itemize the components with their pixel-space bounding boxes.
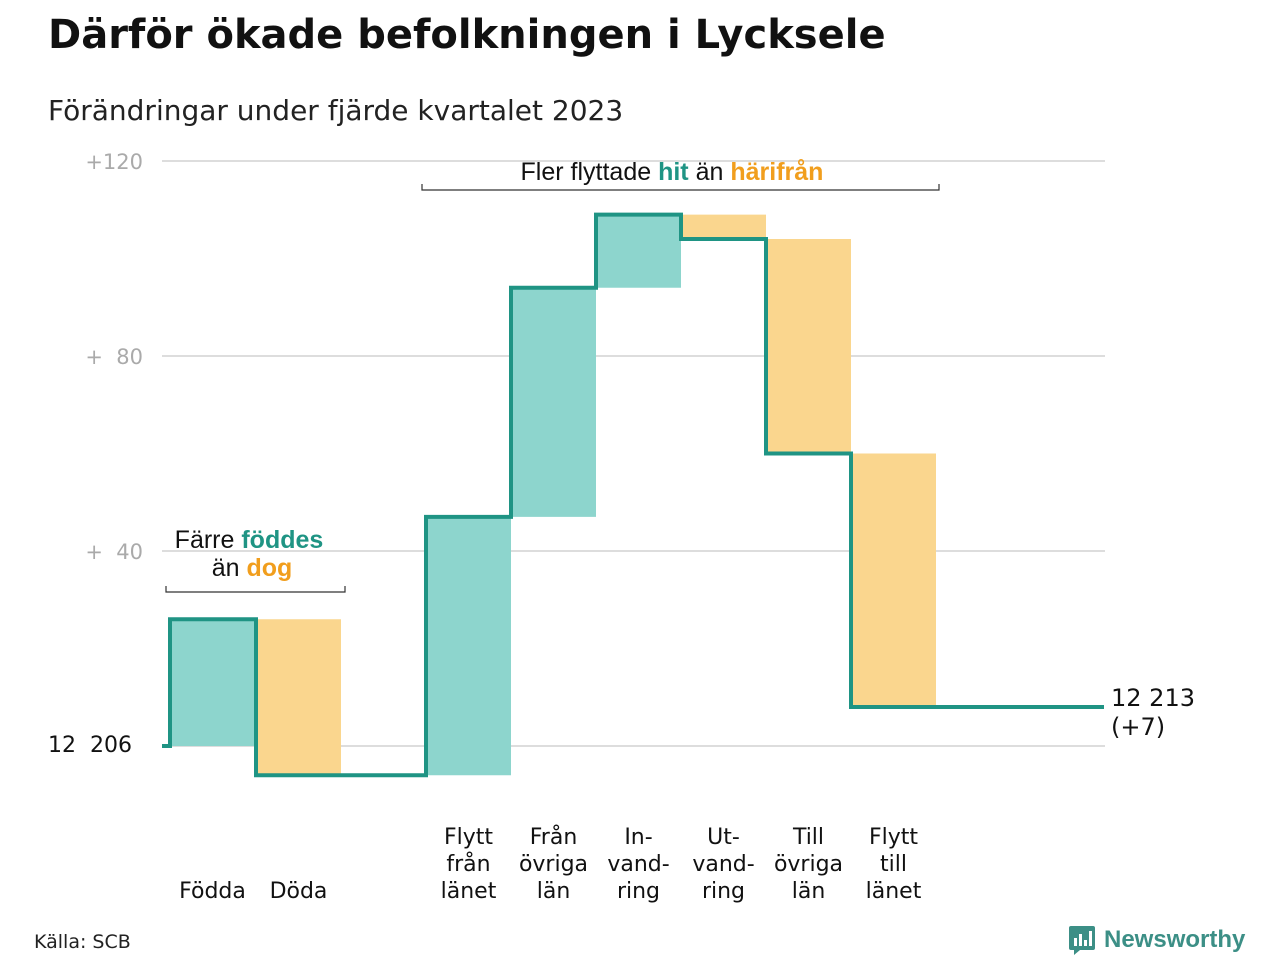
annotation-migration-bracket <box>421 184 940 191</box>
bar-7 <box>851 453 936 707</box>
y-tick-label-0: +120 <box>85 150 143 174</box>
x-axis-label-6: Till övriga län <box>774 825 843 904</box>
chart-title: Därför ökade befolkningen i Lycksele <box>48 12 886 58</box>
annotation-birth-pre: Färre <box>175 526 235 554</box>
y-axis-ticks: +120 + 80 + 40 <box>85 150 143 564</box>
annotation-migration: Fler flyttade hit än härifrån <box>421 158 940 191</box>
x-axis-label-3: Från övriga län <box>519 824 588 904</box>
annotation-migration-highlight1: hit <box>658 158 689 186</box>
brand-name: Newsworthy <box>1104 926 1246 953</box>
bar-2 <box>426 516 511 776</box>
bar-6 <box>766 239 851 454</box>
chart-subtitle: Förändringar under fjärde kvartalet 2023 <box>48 94 624 127</box>
brand-logo: Newsworthy <box>1068 924 1245 956</box>
annotation-migration-pre: Fler flyttade <box>521 158 652 186</box>
end-value-label: 12 213 <box>1111 684 1195 712</box>
bars <box>170 214 936 776</box>
svg-text:än dog: än dog <box>212 554 293 582</box>
annotation-birth-highlight1: föddes <box>241 526 323 554</box>
y-tick-label-2: + 40 <box>85 540 143 564</box>
x-axis-label-4: In-vand-ring <box>607 825 669 904</box>
annotation-birth-highlight2: dog <box>246 554 292 582</box>
x-axis-label-5: Ut-vand-ring <box>692 825 754 904</box>
bar-5 <box>681 214 766 239</box>
bar-1 <box>256 619 341 776</box>
bar-chart-icon <box>1069 926 1095 955</box>
x-axis-labels: Födda Döda Flytt från länet Från övriga län In-v… <box>179 824 922 904</box>
annotation-birth-line2: än <box>212 554 240 582</box>
annotation-birth: Färre föddes än dog <box>165 526 346 593</box>
svg-text:Fler flyttade hit: Fler flyttade hit än härifrån <box>521 158 824 186</box>
cumulative-step-line <box>162 212 1104 778</box>
annotation-migration-mid: än <box>696 158 724 186</box>
bar-0 <box>170 619 255 746</box>
bar-3 <box>511 287 596 517</box>
x-axis-label-1: Döda <box>270 879 328 904</box>
bar-4 <box>596 214 681 288</box>
annotation-birth-bracket <box>165 586 346 593</box>
x-axis-label-2: Flytt från länet <box>441 825 497 904</box>
end-change-label: (+7) <box>1111 713 1165 741</box>
y-tick-label-1: + 80 <box>85 345 143 369</box>
start-value-label: 12 206 <box>48 733 132 758</box>
x-axis-label-0: Födda <box>179 879 246 904</box>
x-axis-label-7: Flytt till länet <box>866 825 922 904</box>
svg-text:Färre föddes: Färre föddes <box>175 526 324 554</box>
annotation-migration-highlight2: härifrån <box>730 158 823 186</box>
source-note: Källa: SCB <box>34 931 131 953</box>
